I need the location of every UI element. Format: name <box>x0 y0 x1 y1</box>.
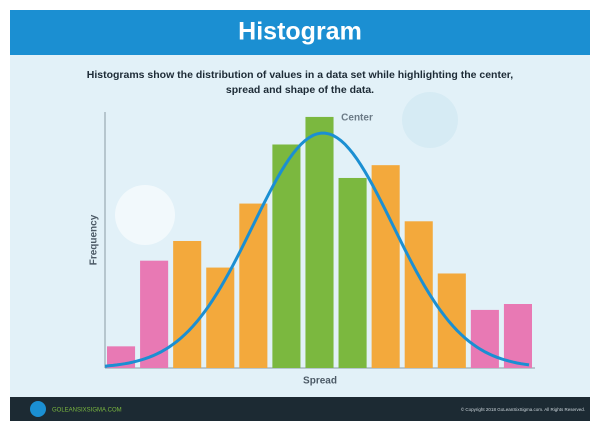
bar <box>504 304 532 368</box>
bulb-icon <box>402 92 458 148</box>
bar <box>206 268 234 368</box>
bar <box>173 241 201 368</box>
logo-text: GOLEANSIXSIGMA.COM <box>52 408 122 414</box>
infographic: Histogram Histograms show the distributi… <box>0 0 600 421</box>
center-annotation: Center <box>341 113 373 124</box>
x-axis-label: Spread <box>303 376 337 387</box>
logo-icon <box>30 401 46 417</box>
subtitle: Histograms show the distribution of valu… <box>87 69 514 81</box>
y-axis-label: Frequency <box>89 214 100 265</box>
bar <box>438 273 466 368</box>
bulb-icon <box>115 185 175 245</box>
subtitle: spread and shape of the data. <box>226 84 374 96</box>
bar <box>372 165 400 368</box>
title: Histogram <box>238 18 362 46</box>
bar <box>471 310 499 368</box>
bar <box>239 204 267 368</box>
copyright: © Copyright 2018 GoLeanSixSigma.com. All… <box>461 406 585 412</box>
bar <box>339 178 367 368</box>
bar <box>305 117 333 368</box>
